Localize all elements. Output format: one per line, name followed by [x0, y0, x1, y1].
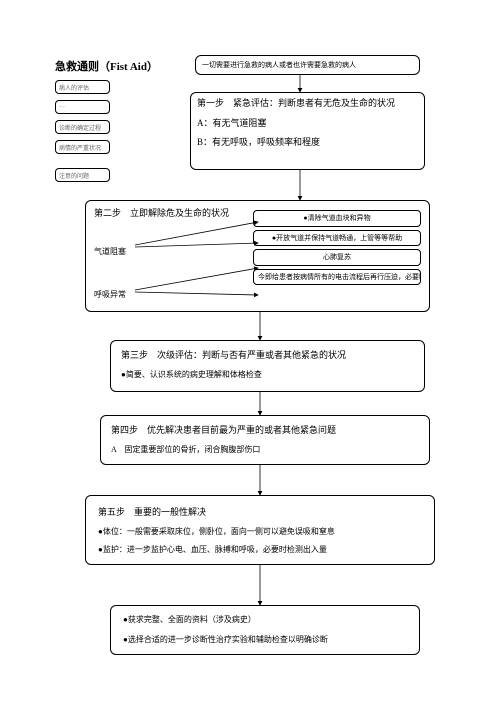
side-box-4: 病情的严重状况: [55, 140, 110, 154]
step5-box: 第五步 重要的一般性解决 ●体位：一般需要采取床位，侧卧位，面向一侧可以避免误吸…: [85, 495, 435, 565]
final-box: ●获求完整、全面的资料（涉及病史） ●选择合适的进一步诊断性治疗实验和辅助检查以…: [110, 605, 420, 655]
side-box-1: 病人的评估: [55, 80, 110, 94]
breath-label: 呼吸异常: [94, 289, 126, 301]
side-box-3: 诊断的确定过程: [55, 120, 110, 134]
step3-title: 第三步 次级评估：判断与否有严重或者其他紧急的状况: [121, 349, 414, 363]
step5-title: 第五步 重要的一般性解决: [98, 506, 422, 520]
step4-box: 第四步 优先解决患者目前最为严重的或者其他紧急问题 A 固定重要部位的骨折，闭合…: [100, 415, 430, 465]
step3-box: 第三步 次级评估：判断与否有严重或者其他紧急的状况 ●简要、认识系统的病史理解和…: [110, 340, 425, 392]
header-box: 一切需要进行急救的病人或者也许需要急救的病人: [195, 55, 420, 75]
page-title: 急救通则（Fist Aid）: [55, 58, 158, 74]
final-line2: ●选择合适的进一步诊断性治疗实验和辅助检查以明确诊断: [123, 634, 407, 646]
step4-a: A 固定重要部位的骨折，闭合胸腹部伤口: [111, 444, 419, 456]
step4-title: 第四步 优先解决患者目前最为严重的或者其他紧急问题: [111, 424, 419, 438]
step3-line1: ●简要、认识系统的病史理解和体格检查: [121, 369, 414, 381]
step2-sub3: 心肺复苏: [253, 249, 421, 266]
step2-sub1: ●清除气道血块和异物: [253, 210, 421, 227]
final-line1: ●获求完整、全面的资料（涉及病史）: [123, 614, 407, 626]
step5-line2: ●监护：进一步监护心电、血压、脉搏和呼吸，必要时检测出入量: [98, 544, 422, 556]
airway-label: 气道阻塞: [94, 246, 126, 258]
step2-box: 第二步 立即解除危及生命的状况 气道阻塞 呼吸异常 ●清除气道血块和异物 ●开放…: [85, 200, 430, 312]
step1-b: B：有无呼吸，呼吸频率和程度: [197, 136, 418, 150]
side-box-2: …: [55, 100, 110, 114]
step1-title: 第一步 紧急评估：判断患者有无危及生命的状况: [197, 97, 418, 111]
step1-a: A：有无气道阻塞: [197, 117, 418, 131]
step1-box: 第一步 紧急评估：判断患者有无危及生命的状况 A：有无气道阻塞 B：有无呼吸，呼…: [190, 92, 425, 170]
step2-sub4: 今即给患者按病情所有的电击流程后再行压迫，必要时…: [253, 269, 421, 286]
step2-sub2: ●开放气道并保持气道畅通，上管等等帮助: [253, 230, 421, 247]
step5-line1: ●体位：一般需要采取床位，侧卧位，面向一侧可以避免误吸和窒息: [98, 526, 422, 538]
side-box-5: 注意的问题: [55, 168, 110, 182]
